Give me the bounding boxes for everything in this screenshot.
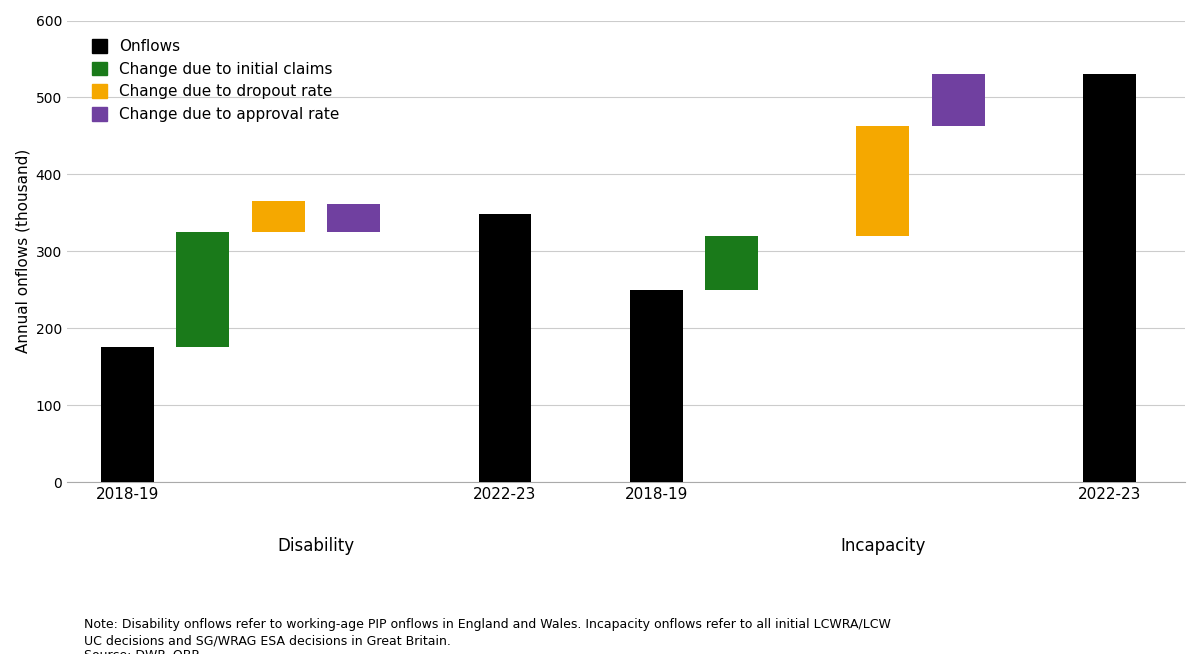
Text: Note: Disability onflows refer to working-age PIP onflows in England and Wales. : Note: Disability onflows refer to workin… bbox=[84, 618, 890, 631]
Text: UC decisions and SG/WRAG ESA decisions in Great Britain.: UC decisions and SG/WRAG ESA decisions i… bbox=[84, 634, 451, 647]
Bar bbox=[630, 290, 683, 482]
Text: Disability: Disability bbox=[277, 538, 355, 555]
Text: Incapacity: Incapacity bbox=[840, 538, 925, 555]
Text: Source: DWP, OBR: Source: DWP, OBR bbox=[84, 649, 200, 654]
Bar bbox=[328, 203, 380, 232]
Bar bbox=[101, 347, 154, 482]
Bar bbox=[706, 236, 758, 290]
Bar bbox=[932, 75, 985, 126]
Bar bbox=[479, 215, 532, 482]
Bar bbox=[857, 126, 910, 236]
Bar bbox=[1084, 75, 1136, 482]
Y-axis label: Annual onflows (thousand): Annual onflows (thousand) bbox=[16, 149, 30, 353]
Bar bbox=[176, 232, 229, 347]
Bar bbox=[252, 201, 305, 232]
Legend: Onflows, Change due to initial claims, Change due to dropout rate, Change due to: Onflows, Change due to initial claims, C… bbox=[85, 33, 346, 128]
